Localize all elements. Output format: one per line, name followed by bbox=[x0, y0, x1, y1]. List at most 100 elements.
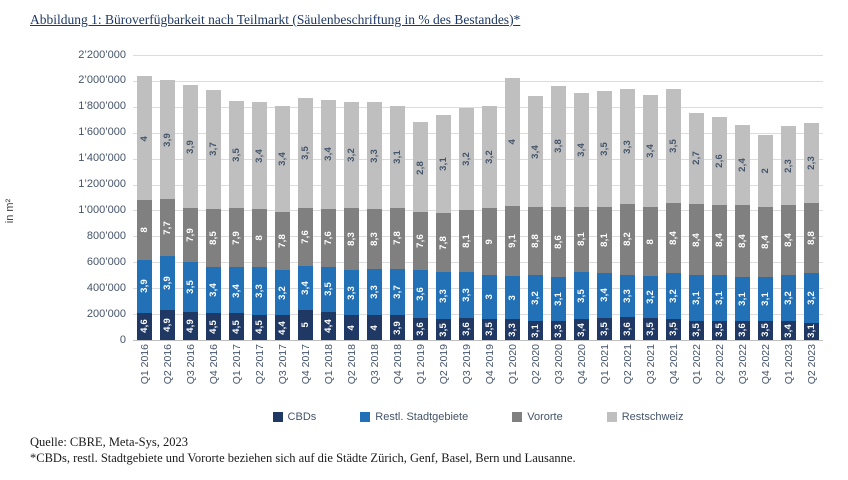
x-tick: Q4 2020 bbox=[570, 344, 593, 402]
bar-segment: 3,4 bbox=[781, 321, 796, 340]
legend-label: Vororte bbox=[527, 411, 563, 423]
bar-segment: 8,2 bbox=[620, 204, 635, 275]
bar-segment: 3,4 bbox=[574, 319, 589, 340]
x-axis-ticks: Q1 2016 Q2 2016 Q3 2016 Q4 2016 Q1 2017 Q2 20… bbox=[133, 344, 823, 402]
x-tick: Q2 2023 bbox=[800, 344, 823, 402]
y-tick-label: 1’600’000 bbox=[78, 126, 126, 139]
bar-segment: 8,5 bbox=[206, 208, 221, 267]
bar-segment: 3,4 bbox=[275, 106, 290, 213]
bar-segment: 5 bbox=[298, 310, 313, 340]
bar-segment: 4 bbox=[505, 77, 520, 206]
bar-stack: 3,5 3,1 8,4 2 bbox=[758, 55, 773, 340]
y-tick-label: 2’000’000 bbox=[78, 74, 126, 87]
bar-segment-label: 3,4 bbox=[599, 288, 610, 303]
legend-swatch bbox=[272, 412, 283, 422]
bar-segment-label: 3,3 bbox=[553, 323, 564, 338]
bar-segment: 8 bbox=[137, 200, 152, 260]
bar-stack: 3,5 3,1 8,4 2,7 bbox=[689, 55, 704, 340]
bar-segment-label: 3,4 bbox=[530, 144, 541, 159]
bar-segment-label: 7,6 bbox=[300, 229, 311, 244]
figure-title: Abbildung 1: Büroverfügbarkeit nach Teil… bbox=[30, 12, 521, 27]
bar-segment: 3,1 bbox=[436, 114, 451, 214]
x-tick-label: Q4 2016 bbox=[207, 344, 220, 385]
bar-column: 4,5 3,3 8 3,4 bbox=[248, 55, 271, 340]
bar-segment: 7,9 bbox=[183, 207, 198, 263]
bar-segment-label: 8,4 bbox=[783, 232, 794, 247]
bar-column: 3,5 3,4 8,1 3,5 bbox=[593, 55, 616, 340]
bar-segment-label: 3,5 bbox=[438, 322, 449, 337]
bar-segment: 3,4 bbox=[252, 102, 267, 209]
x-tick: Q1 2021 bbox=[593, 344, 616, 402]
bar-segment-label: 3,6 bbox=[461, 322, 472, 336]
x-tick-label: Q3 2018 bbox=[368, 344, 381, 385]
bar-segment: 7,6 bbox=[413, 212, 428, 271]
legend-swatch bbox=[360, 412, 371, 422]
bar-segment: 3,1 bbox=[712, 275, 727, 321]
bar-segment: 3,3 bbox=[436, 272, 451, 320]
x-tick: Q4 2019 bbox=[478, 344, 501, 402]
bar-segment: 3,2 bbox=[666, 273, 681, 319]
bar-stack: 3,5 3,2 8 3,4 bbox=[643, 55, 658, 340]
bar-column: 4,5 3,4 7,9 3,5 bbox=[225, 55, 248, 340]
bar-segment-label: 4,4 bbox=[323, 318, 334, 333]
bar-segment-label: 8,5 bbox=[208, 230, 219, 245]
x-tick-label: Q2 2023 bbox=[805, 344, 818, 385]
y-tick-label: 400’000 bbox=[86, 281, 126, 294]
bar-segment: 3,5 bbox=[758, 320, 773, 340]
y-tick-label: 0 bbox=[119, 333, 126, 346]
bar-segment: 3,4 bbox=[229, 267, 244, 314]
bar-segment-label: 3,5 bbox=[231, 147, 242, 162]
bar-column: 4,6 3,9 8 4 bbox=[133, 55, 156, 340]
bar-segment: 8,4 bbox=[735, 205, 750, 277]
y-tick-label: 1’200’000 bbox=[78, 178, 126, 191]
bar-segment-label: 2,8 bbox=[415, 160, 426, 175]
bar-segment: 3,5 bbox=[643, 317, 658, 340]
bar-segment: 3,5 bbox=[574, 272, 589, 320]
bar-stack: 4,4 3,5 7,6 3,4 bbox=[321, 55, 336, 340]
bar-segment-label: 8,4 bbox=[714, 233, 725, 247]
bar-segment-label: 4,5 bbox=[254, 320, 265, 335]
bar-stack: 3,9 3,7 7,8 3,1 bbox=[390, 55, 405, 340]
bar-segment-label: 3,5 bbox=[760, 323, 771, 338]
x-tick: Q4 2022 bbox=[754, 344, 777, 402]
x-tick-label: Q3 2022 bbox=[736, 344, 749, 385]
bar-column: 3,1 3,2 8,8 3,4 bbox=[524, 55, 547, 340]
bar-segment: 3,5 bbox=[183, 262, 198, 312]
bar-segment: 4,5 bbox=[229, 313, 244, 340]
bar-segment-label: 3,3 bbox=[369, 148, 380, 163]
x-tick-label: Q4 2020 bbox=[575, 344, 588, 385]
bar-segment-label: 3,1 bbox=[806, 324, 817, 339]
x-tick-label: Q2 2022 bbox=[713, 344, 726, 385]
bar-segment-label: 3,5 bbox=[668, 138, 679, 153]
x-tick-label: Q4 2021 bbox=[667, 344, 680, 385]
bar-stack: 3,6 3,6 7,6 2,8 bbox=[413, 55, 428, 340]
bar-column: 4,9 3,9 7,7 3,9 bbox=[156, 55, 179, 340]
bar-stack: 3,5 3 9 3,2 bbox=[482, 55, 497, 340]
x-tick-label: Q1 2021 bbox=[598, 344, 611, 385]
bar-column: 4,4 3,5 7,6 3,4 bbox=[317, 55, 340, 340]
bar-segment: 3,1 bbox=[804, 322, 819, 340]
bar-segment-label: 3,6 bbox=[737, 323, 748, 338]
bar-segment-label: 2 bbox=[760, 168, 771, 174]
bar-segment-label: 8,8 bbox=[530, 234, 541, 248]
bar-segment: 3,5 bbox=[712, 320, 727, 340]
bar-segment-label: 4,4 bbox=[277, 320, 288, 335]
bar-segment-label: 3,4 bbox=[576, 142, 587, 157]
bar-segment-label: 3,6 bbox=[415, 287, 426, 301]
bar-segment-label: 7,9 bbox=[231, 230, 242, 245]
x-tick: Q3 2017 bbox=[271, 344, 294, 402]
bar-column: 3,5 3,1 8,4 2 bbox=[754, 55, 777, 340]
x-tick: Q2 2022 bbox=[708, 344, 731, 402]
bar-column: 3,6 3,1 8,4 2,4 bbox=[731, 55, 754, 340]
bar-segment: 3,5 bbox=[482, 318, 497, 340]
bar-segment: 8,8 bbox=[804, 202, 819, 274]
bar-segment-label: 8 bbox=[254, 235, 265, 241]
x-tick-label: Q1 2016 bbox=[138, 344, 151, 385]
bar-segment: 7,8 bbox=[436, 213, 451, 272]
bar-segment-label: 3,1 bbox=[553, 291, 564, 306]
bar-segment: 3,4 bbox=[597, 272, 612, 318]
x-tick-label: Q1 2019 bbox=[414, 344, 427, 385]
bar-segment-label: 3,5 bbox=[691, 323, 702, 338]
legend-swatch bbox=[606, 412, 617, 422]
bar-segment: 3,2 bbox=[482, 106, 497, 208]
